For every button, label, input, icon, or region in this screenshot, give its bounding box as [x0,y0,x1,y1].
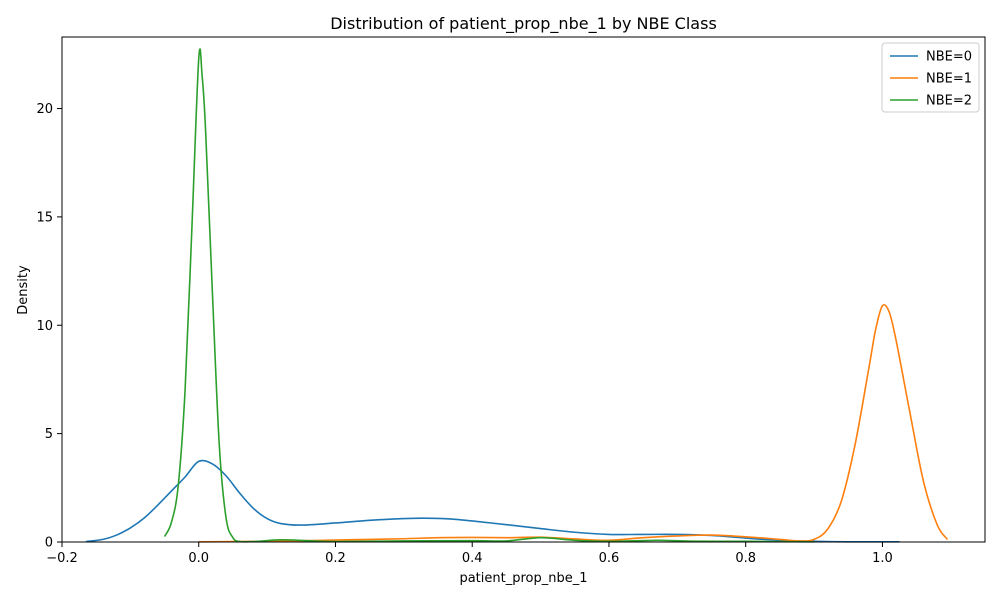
legend-box [881,42,980,113]
y-tick-label: 15 [36,210,53,225]
series-line-nbe-2 [163,48,815,543]
y-tick-label: 5 [45,427,53,442]
x-tick-label: 1.0 [872,551,893,566]
legend: NBE=0 NBE=1 NBE=2 [881,42,980,113]
y-tick-label: 20 [36,102,53,117]
x-axis-label: patient_prop_nbe_1 [459,571,587,586]
chart-title: Distribution of patient_prop_nbe_1 by NB… [330,14,717,34]
x-axis-ticks: −0.2 0.0 0.2 0.4 0.6 0.8 1.0 [46,542,893,566]
y-tick-label: 10 [36,319,53,334]
x-tick-label: 0.8 [735,551,756,566]
x-tick-label: 0.6 [599,551,620,566]
x-tick-label: 0.2 [325,551,346,566]
x-tick-label: 0.4 [462,551,483,566]
plot-frame [61,36,986,543]
y-tick-label: 0 [45,536,53,551]
y-axis-ticks: 0 5 10 15 20 [36,102,62,551]
legend-label: NBE=1 [926,72,972,87]
series-line-nbe-1 [198,303,949,543]
y-axis-label: Density [16,265,31,315]
x-tick-label: −0.2 [46,551,78,566]
x-tick-label: 0.0 [188,551,209,566]
legend-label: NBE=0 [926,50,972,65]
plot-area [85,48,949,543]
series-line-nbe-0 [85,459,900,543]
legend-label: NBE=2 [926,94,972,109]
